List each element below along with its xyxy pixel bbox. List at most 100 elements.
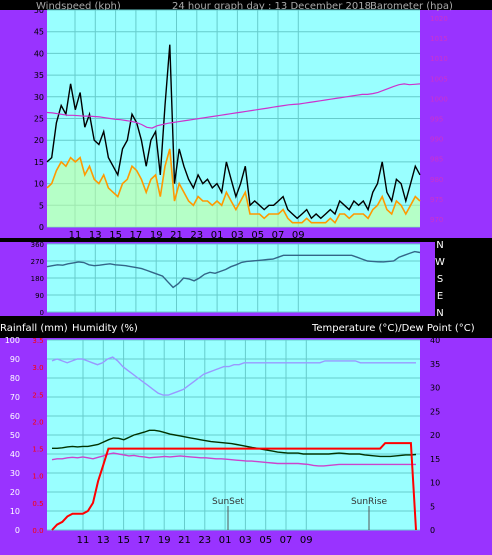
wind-x-tick-label: 11	[69, 230, 82, 241]
wind-x-tick-label: 23	[190, 230, 203, 241]
temp-tick-label: 10	[430, 479, 440, 488]
baro-y-tick-label: 970	[430, 216, 443, 224]
humidity-tick-label: 10	[10, 507, 20, 516]
dir-y-tick-label: 0	[40, 309, 44, 317]
wind-y-tick-label: 20	[34, 136, 44, 145]
wind-y-tick-label: 15	[34, 158, 44, 167]
temp-tick-label: 30	[430, 384, 440, 393]
dir-y-tick-label: 270	[31, 258, 44, 266]
baro-y-tick-label: 1020	[430, 15, 448, 23]
humidity-tick-label: 50	[10, 431, 20, 440]
th-x-tick-label: 13	[97, 535, 110, 546]
th-x-tick-label: 09	[300, 535, 313, 546]
humidity-tick-label: 20	[10, 488, 20, 497]
compass-label: N	[436, 308, 443, 319]
humidity-tick-label: 0	[15, 526, 20, 535]
compass-label: E	[437, 291, 443, 302]
humidity-tick-label: 90	[10, 355, 20, 364]
wind-x-tick-label: 17	[130, 230, 143, 241]
wind-y-tick-label: 0	[39, 223, 44, 232]
wind-x-tick-label: 13	[89, 230, 102, 241]
wind-y-tick-label: 40	[34, 49, 44, 58]
labels-strip	[0, 318, 492, 338]
rainfall-axis-label: Rainfall (mm)	[0, 323, 68, 334]
baro-y-tick-label: 1000	[430, 95, 448, 103]
wind-gust-line	[46, 44, 421, 220]
wind-x-tick-label: 21	[170, 230, 183, 241]
humidity-tick-label: 60	[10, 412, 20, 421]
temp-dew-axis-label: Temperature (°C)/Dew Point (°C)	[311, 323, 475, 334]
rain-tick-label: 2.5	[32, 391, 43, 399]
wind-y-tick-label: 45	[34, 28, 44, 37]
temp-humidity-chart: 11 13 15 17 19 21 23 01 03 05 07 090102030405060708…	[5, 336, 440, 546]
th-x-tick-label: 23	[198, 535, 211, 546]
th-x-tick-label: 17	[138, 535, 151, 546]
baro-y-tick-label: 1015	[430, 35, 448, 43]
rain-tick-label: 3.5	[32, 337, 43, 345]
wind-y-tick-label: 50	[34, 6, 44, 15]
baro-y-tick-label: 985	[430, 156, 443, 164]
baro-y-tick-label: 1010	[430, 55, 448, 63]
dir-y-tick-label: 360	[31, 241, 44, 249]
rain-tick-label: 0.5	[32, 500, 43, 508]
th-x-tick-label: 21	[178, 535, 191, 546]
th-x-tick-label: 03	[239, 535, 252, 546]
rainfall-line	[51, 442, 417, 531]
baro-y-tick-label: 995	[430, 116, 443, 124]
humidity-tick-label: 30	[10, 469, 20, 478]
temp-tick-label: 0	[430, 526, 435, 535]
wind-y-tick-label: 25	[34, 115, 44, 124]
barometer-line	[46, 83, 421, 129]
humidity-tick-label: 40	[10, 450, 20, 459]
temp-tick-label: 25	[430, 407, 440, 416]
temp-tick-label: 15	[430, 455, 440, 464]
baro-y-tick-label: 975	[430, 196, 443, 204]
header-right: Barometer (hpa)	[370, 1, 453, 12]
rain-tick-label: 1.5	[32, 446, 43, 454]
humidity-tick-label: 80	[10, 374, 20, 383]
humidity-axis-label: Humidity (%)	[72, 323, 138, 334]
wind-chart: 11 13 15 17 19 21 23 01 03 05 07 090510152025303540…	[34, 6, 448, 241]
humidity-line	[51, 356, 416, 396]
wind-y-tick-label: 35	[34, 71, 44, 80]
compass-label: N	[436, 240, 443, 251]
header-center: 24 hour graph day : 13 December 2018	[172, 1, 371, 12]
rain-tick-label: 3.0	[32, 364, 43, 372]
sun-annotation: SunRise	[351, 497, 388, 507]
humidity-tick-label: 100	[5, 336, 20, 345]
wind-x-tick-label: 15	[109, 230, 122, 241]
th-x-tick-label: 11	[77, 535, 90, 546]
wind-average-line	[46, 148, 421, 224]
th-x-tick-label: 07	[280, 535, 293, 546]
direction-line	[46, 250, 421, 289]
temp-tick-label: 35	[430, 360, 440, 369]
temperature-line	[52, 429, 417, 458]
wind-y-tick-label: 30	[34, 93, 44, 102]
baro-y-tick-label: 980	[430, 176, 443, 184]
th-x-tick-label: 19	[158, 535, 171, 546]
temp-tick-label: 20	[430, 431, 440, 440]
compass-label: W	[435, 257, 445, 268]
sun-annotation: SunSet	[212, 497, 244, 507]
wind-y-tick-label: 10	[34, 180, 44, 189]
compass-label: S	[437, 274, 443, 285]
humidity-tick-label: 70	[10, 393, 20, 402]
wind-x-tick-label: 03	[231, 230, 244, 241]
th-x-tick-label: 01	[219, 535, 232, 546]
header-strip	[0, 0, 492, 10]
temp-tick-label: 5	[430, 502, 435, 511]
baro-y-tick-label: 1005	[430, 75, 448, 83]
dir-y-tick-label: 90	[35, 292, 44, 300]
header-left: Windspeed (kph)	[36, 1, 121, 12]
rain-tick-label: 2.0	[32, 418, 43, 426]
dewpoint-line	[51, 452, 416, 467]
rain-tick-label: 1.0	[32, 473, 43, 481]
wind-x-tick-label: 19	[150, 230, 163, 241]
th-x-tick-label: 05	[259, 535, 272, 546]
temp-tick-label: 40	[430, 336, 440, 345]
wind-x-tick-label: 05	[251, 230, 264, 241]
wind-x-tick-label: 01	[211, 230, 224, 241]
wind-y-tick-label: 5	[39, 201, 44, 210]
